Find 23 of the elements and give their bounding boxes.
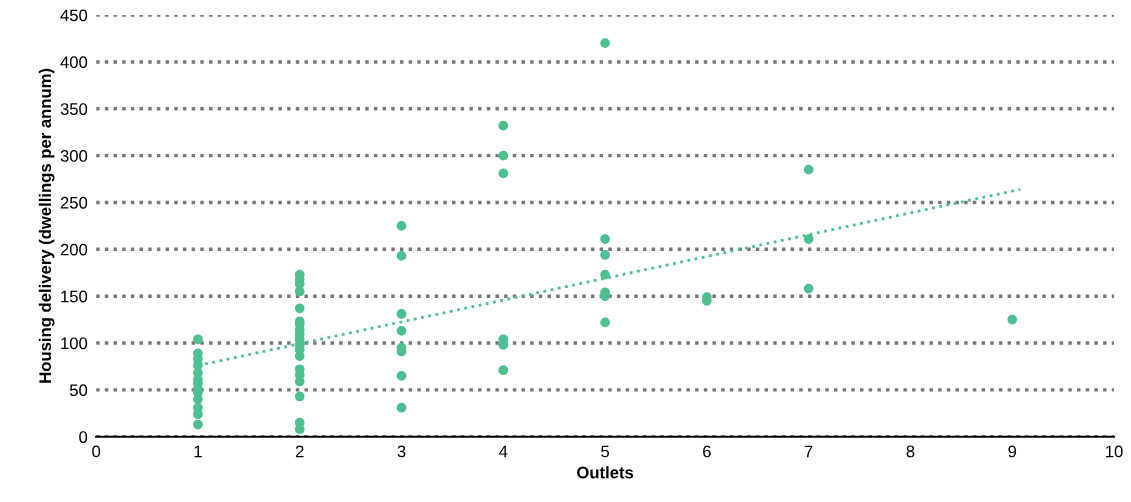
y-axis-title: Housing delivery (dwellings per annum) [38, 68, 55, 383]
x-axis-title: Outlets [577, 466, 634, 479]
y-tick-label: 150 [61, 290, 88, 303]
y-tick-label: 100 [61, 337, 88, 350]
y-tick-label: 250 [60, 196, 88, 209]
x-tick-label: 1 [194, 445, 202, 458]
x-tick-label: 7 [804, 445, 813, 458]
y-tick-label: 350 [60, 103, 88, 115]
y-tick-label: 0 [79, 431, 88, 443]
x-tick-label: 5 [601, 445, 610, 458]
x-tick-label: 4 [499, 445, 508, 458]
x-tick-label: 2 [295, 445, 304, 458]
y-tick-label: 300 [60, 150, 88, 162]
y-tick-label: 200 [60, 243, 88, 256]
y-tick-label: 450 [60, 9, 88, 22]
y-tick-label: 50 [69, 384, 88, 397]
x-tick-label: 10 [1106, 445, 1123, 458]
x-tick-label: 9 [1008, 445, 1017, 458]
x-tick-label: 8 [906, 445, 915, 458]
x-tick-label: 3 [397, 445, 406, 458]
x-tick-label: 6 [703, 445, 711, 458]
x-tick-label: 0 [92, 445, 101, 458]
y-tick-label: 400 [60, 56, 88, 69]
